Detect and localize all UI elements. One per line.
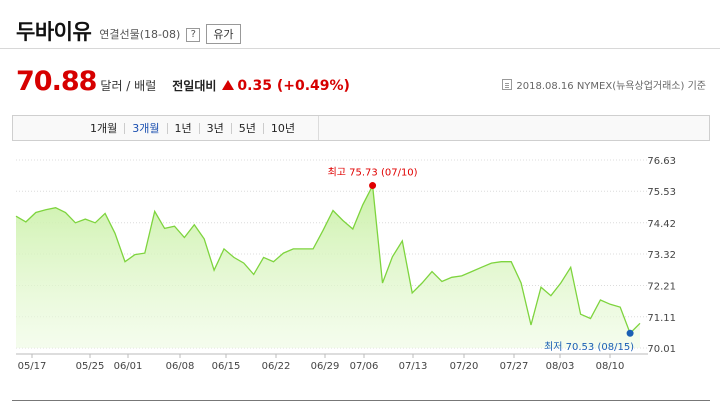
x-tick-label: 05/25 <box>76 361 105 372</box>
contract-subtitle: 연결선물(18-08) <box>99 28 181 41</box>
y-tick-label: 75.53 <box>647 187 676 198</box>
low-label: 최저 70.53 (08/15) <box>544 341 634 353</box>
x-tick-label: 06/08 <box>166 361 195 372</box>
y-tick-label: 76.63 <box>647 156 676 167</box>
x-tick-label: 06/29 <box>311 361 340 372</box>
price-chart: 76.63 75.53 74.42 73.32 72.21 71.11 70.01 05/17… <box>15 156 676 372</box>
price-change: 0.35 (+0.49%) <box>237 78 350 94</box>
page-title: 두바이유 <box>16 20 92 44</box>
tab-period-4[interactable]: 5년 <box>232 122 264 134</box>
header-divider <box>0 48 720 49</box>
y-tick-label: 74.42 <box>647 219 676 230</box>
up-triangle-icon <box>222 80 235 90</box>
category-button[interactable]: 유가 <box>206 24 241 44</box>
source-info: 2018.08.16 NYMEX(뉴욕상업거래소) 기준 <box>502 77 706 92</box>
tab-period-5[interactable]: 10년 <box>270 121 295 135</box>
help-button[interactable]: ? <box>186 28 201 42</box>
x-tick-label: 06/01 <box>114 361 143 372</box>
y-tick-label: 73.32 <box>647 250 676 261</box>
current-price: 70.88 <box>16 66 97 97</box>
low-marker <box>626 329 634 337</box>
price-area <box>16 185 640 348</box>
x-tick-label: 06/15 <box>212 361 241 372</box>
quote-row: 70.88 달러 / 배럴 전일대비 0.35 (+0.49%) 2018.08… <box>16 66 706 102</box>
high-label: 최고 75.73 (07/10) <box>328 167 418 179</box>
tab-period-0[interactable]: 1개월 <box>83 122 126 134</box>
y-tick-label: 70.01 <box>647 344 676 355</box>
x-tick-label: 08/03 <box>546 361 575 372</box>
compare-label: 전일대비 <box>172 79 217 93</box>
period-tab-list: 1개월 3개월 1년 3년 5년 10년 <box>83 121 302 135</box>
x-tick-label: 08/10 <box>596 361 625 372</box>
document-icon <box>502 79 513 90</box>
x-tick-label: 07/27 <box>500 361 529 372</box>
bottom-divider <box>12 400 710 401</box>
period-tabs: 1개월 3개월 1년 3년 5년 10년 <box>12 115 710 141</box>
high-marker <box>369 182 377 190</box>
price-line <box>15 183 641 335</box>
header: 두바이유 연결선물(18-08) ? 유가 <box>16 12 241 46</box>
tab-period-1[interactable]: 3개월 <box>125 122 168 134</box>
y-tick-label: 72.21 <box>647 282 676 293</box>
source-text: 2018.08.16 NYMEX(뉴욕상업거래소) 기준 <box>516 81 706 92</box>
tab-bar-divider <box>318 116 319 140</box>
tab-period-3[interactable]: 3년 <box>200 122 232 134</box>
x-tick-label: 05/17 <box>18 361 47 372</box>
tab-period-2[interactable]: 1년 <box>168 122 200 134</box>
y-tick-label: 71.11 <box>647 313 676 324</box>
x-tick-label: 07/13 <box>399 361 428 372</box>
x-tick-label: 06/22 <box>262 361 291 372</box>
x-tick-label: 07/06 <box>350 361 379 372</box>
price-unit: 달러 / 배럴 <box>100 79 157 93</box>
x-tick-label: 07/20 <box>450 361 479 372</box>
